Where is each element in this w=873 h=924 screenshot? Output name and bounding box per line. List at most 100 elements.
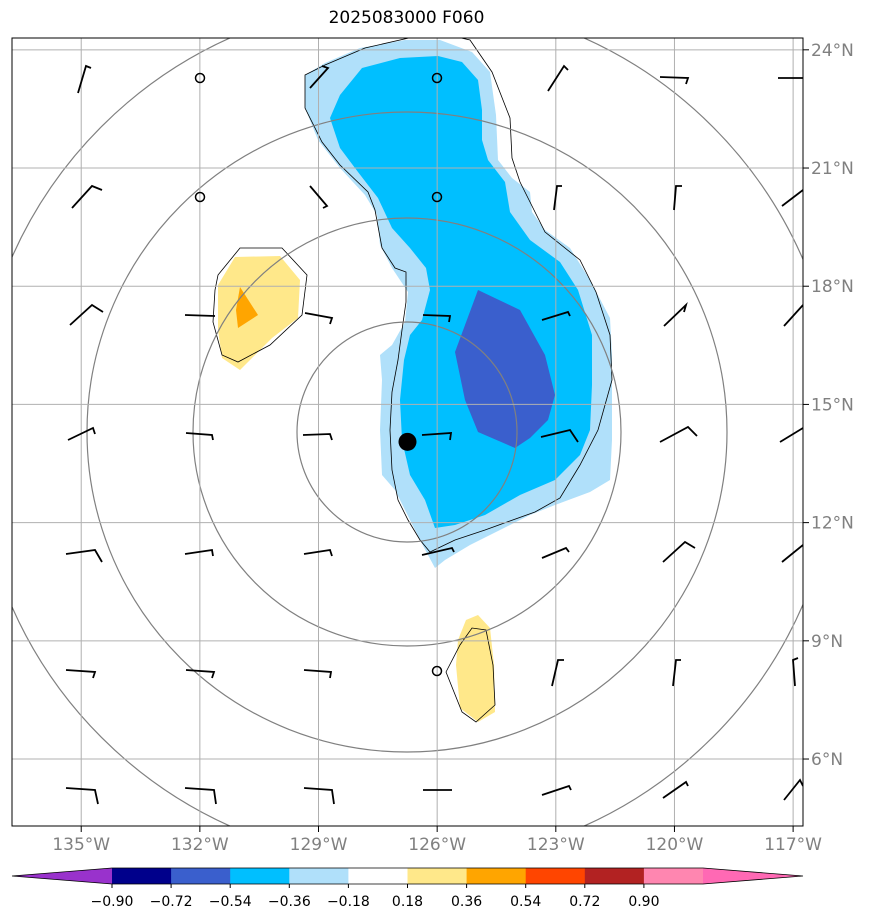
wind-barb xyxy=(309,185,329,209)
wind-barb xyxy=(781,189,803,207)
wind-barb xyxy=(309,65,330,89)
wind-barb xyxy=(663,302,688,327)
map-title: 2025083000 F060 xyxy=(328,8,485,28)
colorbar-extend-low xyxy=(12,868,112,884)
wind-barb xyxy=(303,669,333,679)
wind-barb xyxy=(781,544,803,563)
colorbar-label: 0.36 xyxy=(451,894,482,910)
wind-barb xyxy=(551,659,564,687)
colorbar-segment xyxy=(643,868,704,884)
wind-barb xyxy=(422,314,452,323)
wind-barb xyxy=(184,787,217,805)
colorbar-label: 0.90 xyxy=(628,894,659,910)
wind-barb xyxy=(662,540,696,563)
calm-circle xyxy=(431,665,443,677)
wind-barb xyxy=(541,546,570,559)
wind-barb xyxy=(783,304,803,327)
calm-circle xyxy=(194,191,206,203)
latitude-label: 15°N xyxy=(811,395,854,415)
range-rings xyxy=(12,38,803,826)
wind-barb xyxy=(302,433,333,441)
longitude-label: 129°W xyxy=(290,835,348,855)
negative-anomaly-dark xyxy=(455,290,555,448)
latitude-label: 18°N xyxy=(811,277,854,297)
map-area xyxy=(12,38,803,826)
wind-barb xyxy=(304,312,334,325)
colorbar-segment xyxy=(525,868,586,884)
calm-circle xyxy=(431,191,443,203)
positive-anomaly-light-south xyxy=(456,615,495,722)
negative-anomaly-mid xyxy=(330,56,592,528)
black-contours xyxy=(212,38,613,723)
calm-circle xyxy=(194,72,206,84)
colorbar-label: −0.54 xyxy=(209,894,252,910)
wind-barb xyxy=(65,549,103,563)
colorbar-segment xyxy=(584,868,645,884)
range-ring-2 xyxy=(192,217,622,647)
latitude-label: 12°N xyxy=(811,514,854,534)
latitude-axis: 24°N 21°N 18°N 15°N 12°N 9°N 6°N xyxy=(803,41,854,770)
wind-barb xyxy=(659,425,698,443)
wind-barb xyxy=(541,784,572,796)
wind-barb xyxy=(792,657,799,687)
longitude-label: 132°W xyxy=(171,835,229,855)
wind-barb xyxy=(779,427,803,443)
wind-barb xyxy=(421,546,455,556)
wind-barb xyxy=(184,548,214,557)
wind-barbs xyxy=(65,64,803,805)
range-ring-1 xyxy=(296,321,518,543)
longitude-label: 120°W xyxy=(646,835,704,855)
latitude-label: 9°N xyxy=(811,632,843,652)
wind-barb xyxy=(185,669,216,679)
latitude-label: 24°N xyxy=(811,41,854,61)
wind-barb xyxy=(672,659,681,687)
map-frame xyxy=(11,37,804,827)
longitude-label: 117°W xyxy=(764,835,822,855)
range-ring-3 xyxy=(86,111,728,753)
wind-barb xyxy=(662,780,689,799)
colorbar-label: 0.54 xyxy=(510,894,541,910)
wind-barb xyxy=(540,428,579,443)
colorbar-segment xyxy=(407,868,468,884)
latitude-label: 6°N xyxy=(811,750,843,770)
colorbar-segment xyxy=(348,868,408,884)
wind-barb xyxy=(65,787,99,805)
wind-barb xyxy=(303,787,335,805)
wind-barb xyxy=(185,432,214,441)
wind-barb xyxy=(69,303,104,326)
colorbar-label: −0.72 xyxy=(150,894,193,910)
calm-markers xyxy=(194,72,443,677)
colorbar-label: 0.72 xyxy=(569,894,600,910)
wind-barb xyxy=(67,426,96,441)
colorbar-extend-high xyxy=(703,868,803,884)
longitude-label: 123°W xyxy=(527,835,585,855)
positive-anomaly-light-north xyxy=(218,256,300,370)
wind-barb xyxy=(421,432,453,441)
longitude-axis: 135°W 132°W 129°W 126°W 123°W 120°W 117°W xyxy=(52,826,822,855)
latitude-label: 21°N xyxy=(811,159,854,179)
gridlines xyxy=(12,38,803,826)
wind-barb xyxy=(303,548,333,557)
wind-barb xyxy=(65,669,97,679)
wind-barb xyxy=(783,778,803,801)
colorbar-label: −0.36 xyxy=(268,894,311,910)
wind-barb xyxy=(659,76,690,85)
wind-barb xyxy=(71,184,103,209)
wind-barb xyxy=(553,185,562,211)
wind-barb xyxy=(673,185,682,211)
wind-barb xyxy=(547,64,569,92)
colorbar: −0.90 −0.72 −0.54 −0.36 −0.18 0.18 0.36 0.54 0.7… xyxy=(11,867,804,910)
longitude-label: 126°W xyxy=(408,835,466,855)
colorbar-label: −0.18 xyxy=(327,894,370,910)
colorbar-segment xyxy=(466,868,527,884)
colorbar-segment xyxy=(289,868,349,884)
positive-anomaly-mid xyxy=(236,287,258,328)
wind-barb xyxy=(541,310,571,321)
colorbar-segment xyxy=(171,868,231,884)
longitude-label: 135°W xyxy=(52,835,110,855)
colorbar-segment xyxy=(112,868,172,884)
colorbar-segment xyxy=(230,868,290,884)
wind-barb xyxy=(77,64,92,94)
colorbar-label: −0.90 xyxy=(91,894,134,910)
